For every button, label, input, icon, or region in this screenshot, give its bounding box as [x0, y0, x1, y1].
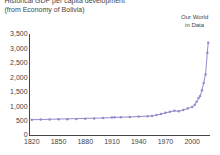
svg-text:1850: 1850: [51, 138, 67, 145]
svg-text:2,500: 2,500: [10, 59, 28, 66]
svg-text:2,000: 2,000: [10, 74, 28, 81]
svg-text:1940: 1940: [131, 138, 147, 145]
svg-text:3,500: 3,500: [10, 30, 28, 37]
svg-text:Our Worldin Data: Our Worldin Data: [181, 14, 208, 28]
svg-text:1,000: 1,000: [10, 103, 28, 110]
svg-text:3,000: 3,000: [10, 45, 28, 52]
svg-text:500: 500: [16, 117, 28, 124]
svg-text:0: 0: [24, 131, 28, 138]
svg-text:2000: 2000: [184, 138, 200, 145]
svg-text:1970: 1970: [158, 138, 174, 145]
svg-text:Historical GDP per capita deve: Historical GDP per capita development(fr…: [4, 0, 125, 14]
svg-text:1880: 1880: [77, 138, 93, 145]
svg-text:1,500: 1,500: [10, 88, 28, 95]
svg-text:1910: 1910: [104, 138, 120, 145]
svg-text:1820: 1820: [24, 138, 40, 145]
